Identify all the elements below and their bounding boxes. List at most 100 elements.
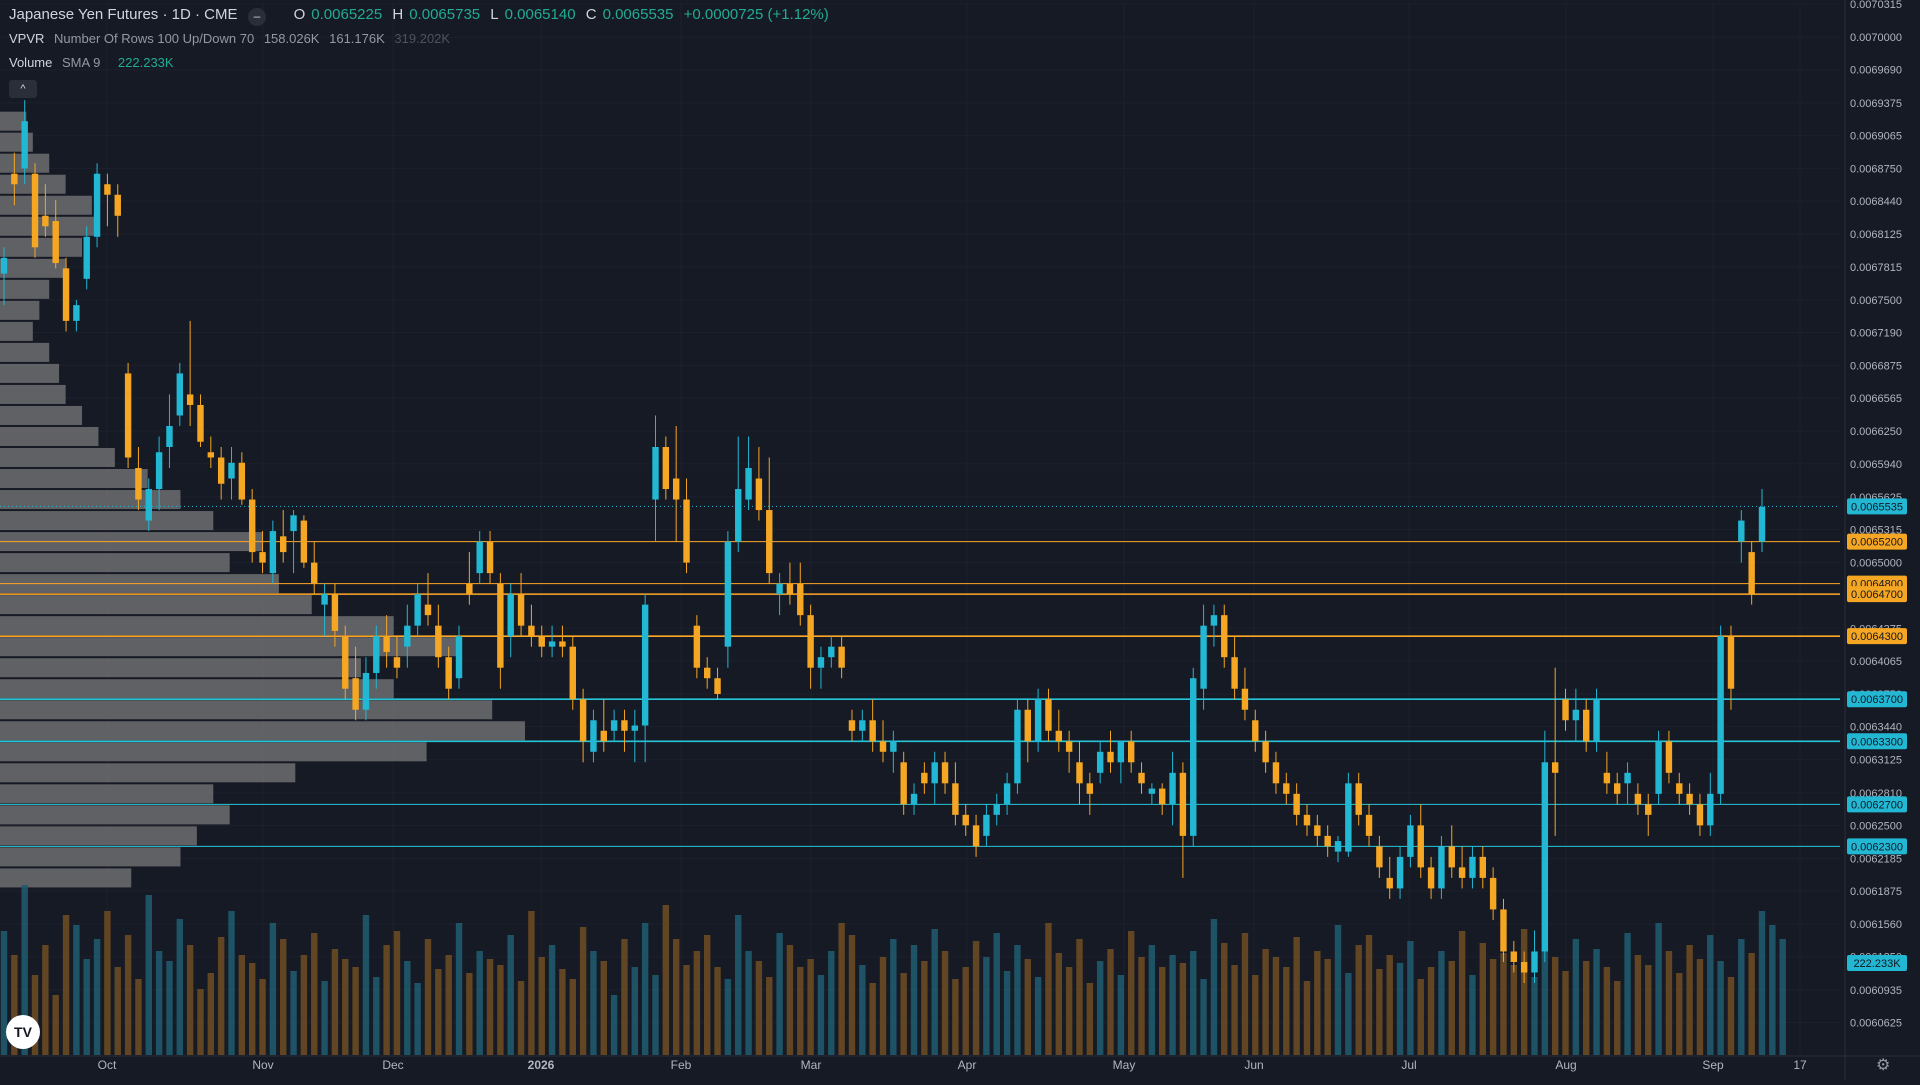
candle-body <box>1500 909 1507 952</box>
volume-bar <box>1707 935 1714 1055</box>
candle-body <box>1138 772 1145 784</box>
volume-bar <box>321 981 328 1055</box>
volume-bar <box>1634 955 1642 1055</box>
volume-bar <box>931 929 938 1055</box>
candle-body <box>1179 772 1187 836</box>
price-tag-label: 0.0063700 <box>1851 694 1903 706</box>
volume-bar <box>672 939 680 1055</box>
time-axis[interactable]: Oct Nov Dec 2026 Feb Mar Apr May Jun Jul Aug Sep 17 <box>0 1055 1920 1072</box>
price-tick-label: 0.0067190 <box>1850 327 1902 339</box>
volume-bar <box>373 977 380 1055</box>
volume-profile-row <box>0 595 312 615</box>
volume-bar <box>1117 975 1125 1055</box>
vpvr-name[interactable]: VPVR <box>9 31 45 46</box>
volume-bar <box>1324 959 1331 1055</box>
price-tag-box <box>1847 586 1907 603</box>
vpvr-params: Number Of Rows 100 Up/Down 70 <box>54 31 255 46</box>
symbol-title[interactable]: Japanese Yen Futures · 1D · CME <box>9 6 238 23</box>
volume-bar <box>290 971 297 1055</box>
volume-bar <box>662 905 670 1055</box>
price-tick-label: 0.0066250 <box>1850 426 1902 438</box>
volume-bar <box>745 951 752 1055</box>
price-tick-label: 0.0062500 <box>1850 820 1902 832</box>
candle-body <box>1148 788 1156 794</box>
time-tick-label: Mar <box>801 1058 822 1072</box>
candle-body <box>1169 772 1176 805</box>
volume-bar <box>1096 961 1104 1055</box>
candle-body <box>393 657 401 668</box>
candle-body <box>1427 867 1435 889</box>
horizontal-levels[interactable] <box>0 505 1840 847</box>
collapse-legend-button[interactable]: ^ <box>9 80 37 98</box>
symbol-legend[interactable]: Japanese Yen Futures · 1D · CME O 0.00652… <box>9 6 835 23</box>
open-value: 0.0065225 <box>311 6 383 23</box>
price-tick-label: 0.0060935 <box>1850 985 1902 997</box>
volume-bar <box>1303 981 1311 1055</box>
volume-profile-row <box>0 679 394 699</box>
candle-body <box>73 305 80 321</box>
volume-bar <box>135 979 142 1055</box>
time-tick-label: 2026 <box>528 1058 555 1072</box>
candle-body <box>1624 772 1631 784</box>
volume-bar <box>1500 953 1507 1055</box>
candle-body <box>745 468 752 500</box>
volume-bar <box>0 931 8 1055</box>
volume-profile-row <box>0 616 394 636</box>
volume-bar <box>197 989 204 1055</box>
volume-bar <box>455 923 463 1055</box>
volume-bar <box>83 959 90 1055</box>
candle-body <box>1314 825 1321 836</box>
candle-body <box>455 636 463 679</box>
volume-bar <box>383 945 390 1055</box>
volume-bar <box>176 919 184 1055</box>
volume-bar <box>393 931 401 1055</box>
candle-body <box>445 657 452 689</box>
time-tick-label: Jun <box>1244 1058 1263 1072</box>
candle-body <box>497 583 504 668</box>
candle-body <box>1510 951 1518 962</box>
volume-bar <box>1045 923 1052 1055</box>
candle-body <box>114 194 121 216</box>
candle-body <box>62 268 70 321</box>
visibility-toggle-icon[interactable]: – <box>248 8 266 26</box>
volume-bar <box>507 935 514 1055</box>
candle-body <box>972 825 980 847</box>
vpvr-value-up: 158.026K <box>263 31 320 46</box>
volume-bar <box>1345 973 1352 1055</box>
volume-profile-row <box>0 637 460 657</box>
volume-bar <box>1738 939 1745 1055</box>
candle-body <box>1231 657 1238 689</box>
candle-body <box>693 625 701 668</box>
vpvr-legend[interactable]: VPVR Number Of Rows 100 Up/Down 70 158.0… <box>9 31 456 46</box>
volume-bar <box>610 995 618 1055</box>
volume-legend[interactable]: Volume SMA 9 222.233K <box>9 55 180 70</box>
candle-body <box>1520 961 1528 973</box>
candle-body <box>197 404 204 442</box>
tradingview-logo[interactable]: TV <box>6 1015 40 1049</box>
candle-body <box>807 615 814 668</box>
price-tag-box <box>1847 733 1907 750</box>
volume-bar <box>1748 953 1755 1055</box>
candle-body <box>1252 720 1259 742</box>
volume-profile <box>0 111 525 888</box>
volume-bar <box>145 895 152 1055</box>
volume-bar <box>900 973 907 1055</box>
volume-bar <box>528 911 535 1055</box>
volume-profile-row <box>0 763 296 783</box>
volume-bar <box>1086 983 1094 1055</box>
volume-bar <box>993 933 1000 1055</box>
volume-name[interactable]: Volume <box>9 55 53 70</box>
candle-body <box>1210 615 1218 626</box>
candle-body <box>1572 709 1580 721</box>
candle-body <box>548 641 556 647</box>
candle-body <box>414 594 421 626</box>
candle-body <box>186 394 194 405</box>
volume-bar <box>1376 969 1383 1055</box>
volume-bar <box>828 951 835 1055</box>
volume-bar <box>641 923 649 1055</box>
price-axis[interactable]: 0.0070315 0.0070000 0.0069690 0.0069375 0.00… <box>1844 0 1902 1080</box>
price-tick-label: 0.0070315 <box>1850 0 1902 11</box>
gear-icon[interactable]: ⚙ <box>1876 1057 1891 1074</box>
